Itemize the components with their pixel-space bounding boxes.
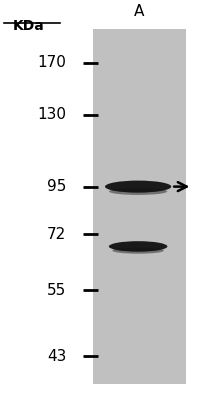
Ellipse shape [109,188,167,195]
Text: A: A [134,4,144,19]
Text: 95: 95 [47,179,66,194]
Text: KDa: KDa [13,19,45,33]
Text: 170: 170 [37,56,66,70]
Ellipse shape [112,248,164,254]
Bar [93,29,186,384]
Text: 43: 43 [47,349,66,364]
Ellipse shape [109,241,168,252]
Ellipse shape [105,180,171,193]
Text: 72: 72 [47,227,66,242]
Text: 130: 130 [37,107,66,122]
Text: 55: 55 [47,283,66,298]
